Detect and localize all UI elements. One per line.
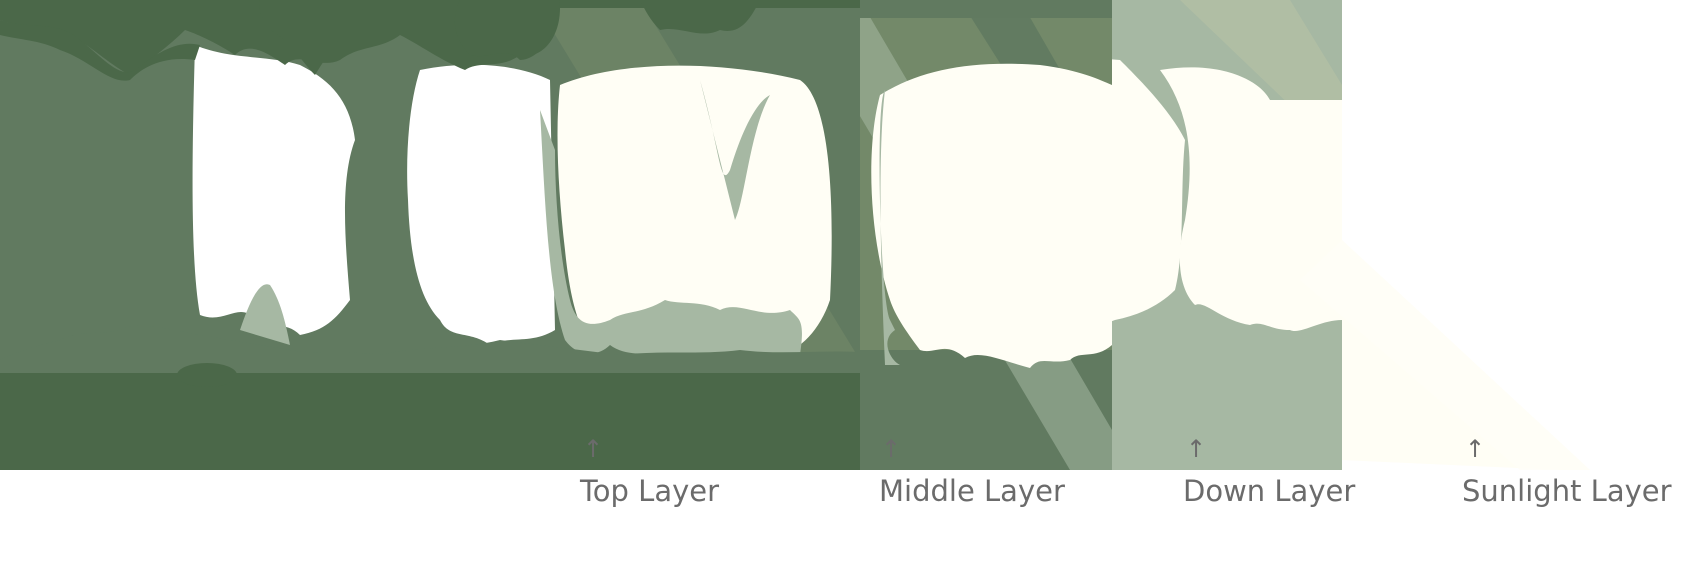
down-layer-label: Down Layer [1183,474,1356,508]
top-layer-art [0,0,1112,470]
sunlight-layer-art [1300,240,1590,470]
top-layer-arrow-icon: ↑ [583,435,604,463]
sunlight-layer-label: Sunlight Layer [1462,474,1672,508]
sunlight-layer-arrow-icon: ↑ [1465,435,1486,463]
down-layer-arrow-icon: ↑ [1186,435,1207,463]
top-layer-label: Top Layer [580,474,720,508]
middle-layer-arrow-icon: ↑ [881,435,902,463]
middle-layer-label: Middle Layer [879,474,1065,508]
